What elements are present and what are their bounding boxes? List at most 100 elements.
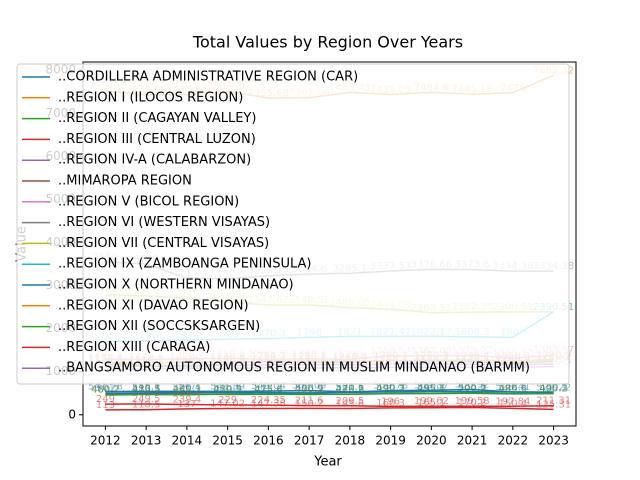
legend-label: ..REGION III (CENTRAL LUZON) [58,132,256,147]
series-line [105,406,554,411]
data-label: 125.31 [536,399,571,410]
data-label: 480.2 [91,384,120,395]
x-tick-label: 2023 [538,434,569,448]
data-label: 470.5 [132,385,161,396]
data-label: 586.92 [455,380,490,391]
legend-label: ..REGION I (ILOCOS REGION) [58,90,243,105]
data-label: 508.9 [295,383,324,394]
data-label: 541.78 [88,381,123,392]
series-line [105,392,554,396]
data-label: 145.6 [336,399,365,410]
data-label: 224.35 [251,395,286,406]
legend-label: ..REGION VII (CENTRAL VISAYAS) [58,236,269,251]
legend-label: ..REGION IX (ZAMBOANGA PENINSULA) [58,257,312,272]
legend-label: ..REGION V (BICOL REGION) [58,194,239,209]
data-label: 197.84 [495,396,530,407]
data-label: 520.1 [336,382,365,393]
legend-label: ..REGION XIII (CARAGA) [58,340,210,355]
x-tick-label: 2012 [90,434,121,448]
data-label: 239.4 [173,394,202,405]
x-axis-label: Year [313,455,342,470]
x-tick-label: 2015 [212,434,243,448]
data-label: 562.09 [292,381,327,392]
data-label: 490.3 [376,384,405,395]
data-label: 209.5 [336,396,365,407]
data-label: 535.8 [458,382,487,393]
data-label: 531.6 [336,382,365,393]
data-label: 478.2 [336,384,365,395]
legend-label: ..REGION VI (WESTERN VISAYAS) [58,215,270,230]
data-label: 559.78 [373,381,408,392]
data-label: 249 [96,394,115,405]
data-label: 165.1 [417,398,446,409]
x-tick-label: 2016 [253,434,284,448]
data-label: 485.6 [499,384,528,395]
data-label: 199.58 [455,396,490,407]
series-line [105,403,554,408]
data-label: 521.22 [536,382,571,393]
data-label: 150.2 [295,398,324,409]
data-label: 510.3 [132,383,161,394]
data-label: 500.3 [458,383,487,394]
x-tick-label: 2013 [131,434,162,448]
data-label: 160.3 [376,398,405,409]
legend-label: ..REGION XII (SOCCSKSARGEN) [58,319,260,334]
x-tick-label: 2017 [294,434,325,448]
data-label: 541.89 [210,381,245,392]
data-label: 490.1 [173,384,202,395]
data-label: 229 [218,395,237,406]
data-label: 501 [96,383,115,394]
data-label: 500.2 [458,383,487,394]
legend-label: ..REGION X (NORTHERN MINDANAO) [58,278,294,293]
data-label: 569.87 [414,380,449,391]
data-label: 485.5 [132,384,161,395]
data-label: 490.7 [376,384,405,395]
legend-label: ..BANGSAMORO AUTONOMOUS REGION IN MUSLIM… [58,361,530,376]
data-label: 545.1 [132,381,161,392]
x-tick-label: 2014 [172,434,203,448]
data-label: 495.1 [417,383,446,394]
data-label: 475.8 [254,384,283,395]
data-label: 530.5 [376,382,405,393]
data-label: 137 [177,399,196,410]
data-label: 475.6 [254,384,283,395]
y-tick-label: 0 [68,407,76,421]
x-tick-label: 2019 [375,434,406,448]
data-label: 495.5 [417,383,446,394]
data-label: 150.4 [499,398,528,409]
data-label: 470.2 [295,385,324,396]
data-label: 547 [177,381,196,392]
legend-label: ..CORDILLERA ADMINISTRATIVE REGION (CAR) [58,70,358,85]
data-label: 480.9 [295,384,324,395]
data-label: 470.3 [213,385,242,396]
data-label: 480.1 [213,384,242,395]
data-label: 199.62 [414,396,449,407]
data-label: 549.04 [251,381,286,392]
data-label: 170.2 [458,397,487,408]
data-label: 490.2 [539,384,568,395]
data-label: 147.38 [251,398,286,409]
legend-box [16,63,570,385]
data-label: 480.6 [336,384,365,395]
chart-title: Total Values by Region Over Years [192,33,463,52]
data-label: 249.5 [132,394,161,405]
series-line [105,390,554,394]
data-label: 490.1 [499,384,528,395]
legend-label: ..REGION IV-A (CALABARZON) [58,153,251,168]
data-label: 460.2 [91,385,120,396]
legend: ..CORDILLERA ADMINISTRATIVE REGION (CAR)… [16,63,570,385]
data-label: 528.6 [499,382,528,393]
data-label: 211.6 [295,396,324,407]
data-label: 113 [96,400,115,411]
series-line [105,388,554,394]
data-label: 211.31 [536,396,571,407]
legend-label: ..REGION II (CAGAYAN VALLEY) [58,111,256,126]
legend-label: ..REGION XI (DAVAO REGION) [58,298,249,313]
data-label: 528.41 [495,382,530,393]
x-tick-label: 2020 [416,434,447,448]
data-label: 515.6 [213,383,242,394]
data-label: 118.5 [132,400,161,411]
data-label: 512.2 [254,383,283,394]
data-label: 530.1 [539,382,568,393]
